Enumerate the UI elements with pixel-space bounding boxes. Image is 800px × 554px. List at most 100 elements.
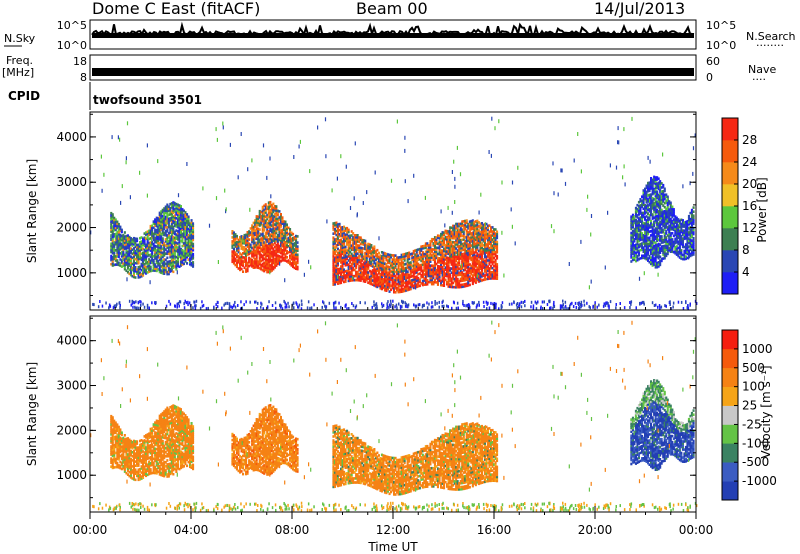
power-cell bbox=[452, 275, 455, 279]
power-cell bbox=[167, 217, 170, 221]
power-cell bbox=[374, 258, 377, 261]
power-cell bbox=[170, 222, 173, 226]
power-cell bbox=[386, 271, 389, 275]
power-cell bbox=[276, 236, 279, 239]
power-cell bbox=[420, 249, 423, 252]
power-cell bbox=[637, 227, 640, 230]
power-cell bbox=[145, 243, 148, 247]
power-cell bbox=[176, 250, 179, 253]
power-cell bbox=[266, 240, 269, 243]
power-cell bbox=[458, 251, 461, 254]
power-cell bbox=[656, 247, 659, 251]
power-cell bbox=[414, 253, 417, 256]
power-cell bbox=[424, 281, 427, 284]
power-cell bbox=[289, 254, 292, 258]
power-cell bbox=[285, 241, 288, 245]
power-cell bbox=[254, 223, 257, 226]
power-cell bbox=[182, 227, 185, 231]
power-cell bbox=[270, 208, 273, 211]
power-cell bbox=[453, 285, 456, 289]
power-cell bbox=[154, 230, 157, 234]
power-cell bbox=[423, 267, 426, 270]
power-cell bbox=[651, 213, 654, 216]
power-cell bbox=[123, 257, 126, 261]
power-cell bbox=[365, 266, 368, 270]
power-cell bbox=[476, 235, 479, 239]
power-cell bbox=[192, 232, 195, 236]
power-cell bbox=[396, 288, 399, 292]
power-cell bbox=[462, 230, 465, 233]
power-cell bbox=[260, 237, 263, 240]
power-cell bbox=[170, 267, 173, 270]
power-cell bbox=[630, 227, 633, 231]
power-cell bbox=[650, 252, 653, 255]
power-cell bbox=[440, 232, 443, 236]
power-cell bbox=[232, 233, 235, 236]
power-cell bbox=[289, 228, 292, 231]
power-cell bbox=[290, 253, 293, 257]
power-cell bbox=[412, 249, 415, 253]
power-cell bbox=[356, 262, 359, 266]
power-cell bbox=[245, 264, 248, 267]
power-cell bbox=[239, 264, 242, 268]
power-cell bbox=[379, 287, 382, 290]
power-cell bbox=[455, 273, 458, 277]
power-cell bbox=[645, 253, 648, 257]
power-cell bbox=[480, 254, 483, 258]
power-cell bbox=[155, 220, 158, 224]
power-cell bbox=[242, 264, 245, 267]
power-cell bbox=[260, 219, 263, 222]
power-cell bbox=[446, 238, 449, 241]
power-cell bbox=[641, 236, 644, 239]
power-cell bbox=[650, 183, 653, 186]
power-cell bbox=[355, 244, 358, 247]
power-cell bbox=[163, 219, 166, 222]
power-cell bbox=[483, 233, 486, 236]
power-cell bbox=[637, 221, 640, 224]
power-cell bbox=[467, 235, 470, 238]
power-cell bbox=[648, 218, 651, 221]
power-cell bbox=[430, 254, 433, 257]
power-cell bbox=[494, 275, 497, 278]
power-cell bbox=[441, 259, 444, 263]
power-cell bbox=[651, 190, 654, 194]
power-cell bbox=[137, 247, 140, 251]
power-cell bbox=[651, 264, 654, 267]
freq-panel bbox=[89, 54, 697, 81]
power-cell bbox=[172, 225, 175, 229]
power-cell bbox=[261, 207, 264, 211]
power-cell bbox=[429, 244, 432, 247]
power-cell bbox=[161, 259, 164, 263]
power-cell bbox=[148, 266, 151, 269]
power-cell bbox=[653, 181, 656, 185]
power-cell bbox=[461, 273, 464, 276]
power-cell bbox=[456, 263, 459, 267]
power-cell bbox=[136, 237, 139, 241]
power-cell bbox=[370, 282, 373, 286]
power-cell bbox=[295, 263, 298, 266]
power-cell bbox=[382, 261, 385, 265]
power-cell bbox=[650, 201, 653, 205]
power-cell bbox=[172, 260, 175, 263]
power-cell bbox=[129, 257, 132, 261]
power-cell bbox=[258, 240, 261, 244]
power-cell bbox=[161, 253, 164, 257]
power-cell bbox=[353, 254, 356, 257]
power-cell bbox=[464, 254, 467, 257]
power-cell bbox=[455, 279, 458, 283]
power-cell bbox=[430, 278, 433, 282]
power-cell bbox=[648, 238, 651, 242]
power-cell bbox=[248, 234, 251, 237]
noise-panel bbox=[89, 19, 697, 50]
power-cell bbox=[433, 250, 436, 253]
power-cell bbox=[179, 213, 182, 216]
power-cell bbox=[447, 234, 450, 237]
power-cell bbox=[483, 249, 486, 253]
power-cell bbox=[257, 241, 260, 245]
power-cell bbox=[290, 243, 293, 247]
power-cell bbox=[647, 189, 650, 193]
power-cell bbox=[289, 242, 292, 245]
power-cell bbox=[178, 230, 181, 234]
power-cell bbox=[146, 232, 149, 235]
power-cell bbox=[447, 279, 450, 282]
